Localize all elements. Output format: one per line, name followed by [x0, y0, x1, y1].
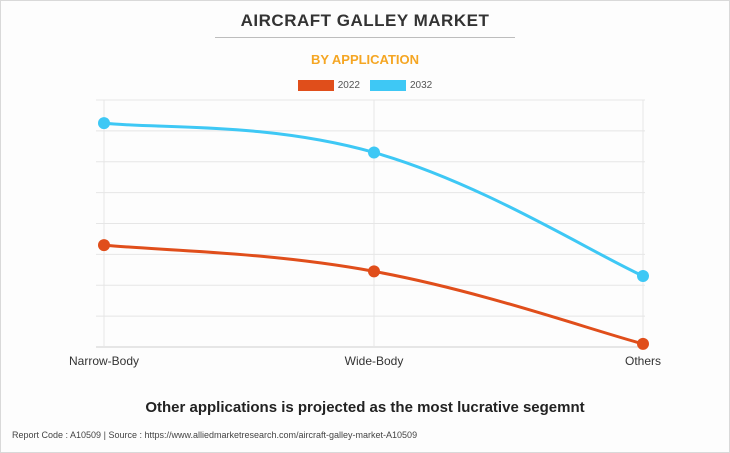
legend-label-2022: 2022: [337, 80, 360, 91]
legend-item-2022[interactable]: 2022: [297, 80, 360, 91]
x-tick-label: Others: [625, 354, 661, 368]
chart-caption: Other applications is projected as the m…: [145, 399, 585, 416]
legend: 2022 2032: [0, 80, 730, 91]
data-point-2032-Narrow-Body[interactable]: [98, 117, 110, 130]
footer-separator: |: [103, 430, 106, 440]
legend-label-2032: 2032: [410, 80, 433, 91]
data-point-2022-Narrow-Body[interactable]: [98, 239, 110, 252]
chart-series: [98, 117, 649, 350]
footer: Report Code : A10509 | Source : https://…: [12, 430, 417, 440]
x-tick-label: Narrow-Body: [69, 354, 139, 368]
x-axis-labels: Narrow-Body Wide-Body Others: [69, 354, 661, 368]
data-point-2032-Wide-Body[interactable]: [368, 146, 380, 159]
legend-swatch-2022: [297, 80, 334, 91]
source-link[interactable]: Source : https://www.alliedmarketresearc…: [108, 430, 418, 440]
report-code: Report Code : A10509: [12, 430, 102, 440]
data-point-2032-Others[interactable]: [637, 269, 649, 282]
x-tick-label: Wide-Body: [345, 354, 404, 368]
chart-title: AIRCRAFT GALLEY MARKET: [240, 11, 490, 30]
chart-grid: [96, 99, 645, 348]
data-point-2022-Wide-Body[interactable]: [368, 265, 380, 278]
legend-swatch-2032: [370, 80, 406, 91]
legend-item-2032[interactable]: 2032: [370, 80, 432, 91]
data-point-2022-Others[interactable]: [637, 337, 649, 350]
title-divider: [215, 37, 515, 38]
chart-subtitle: BY APPLICATION: [310, 52, 420, 67]
